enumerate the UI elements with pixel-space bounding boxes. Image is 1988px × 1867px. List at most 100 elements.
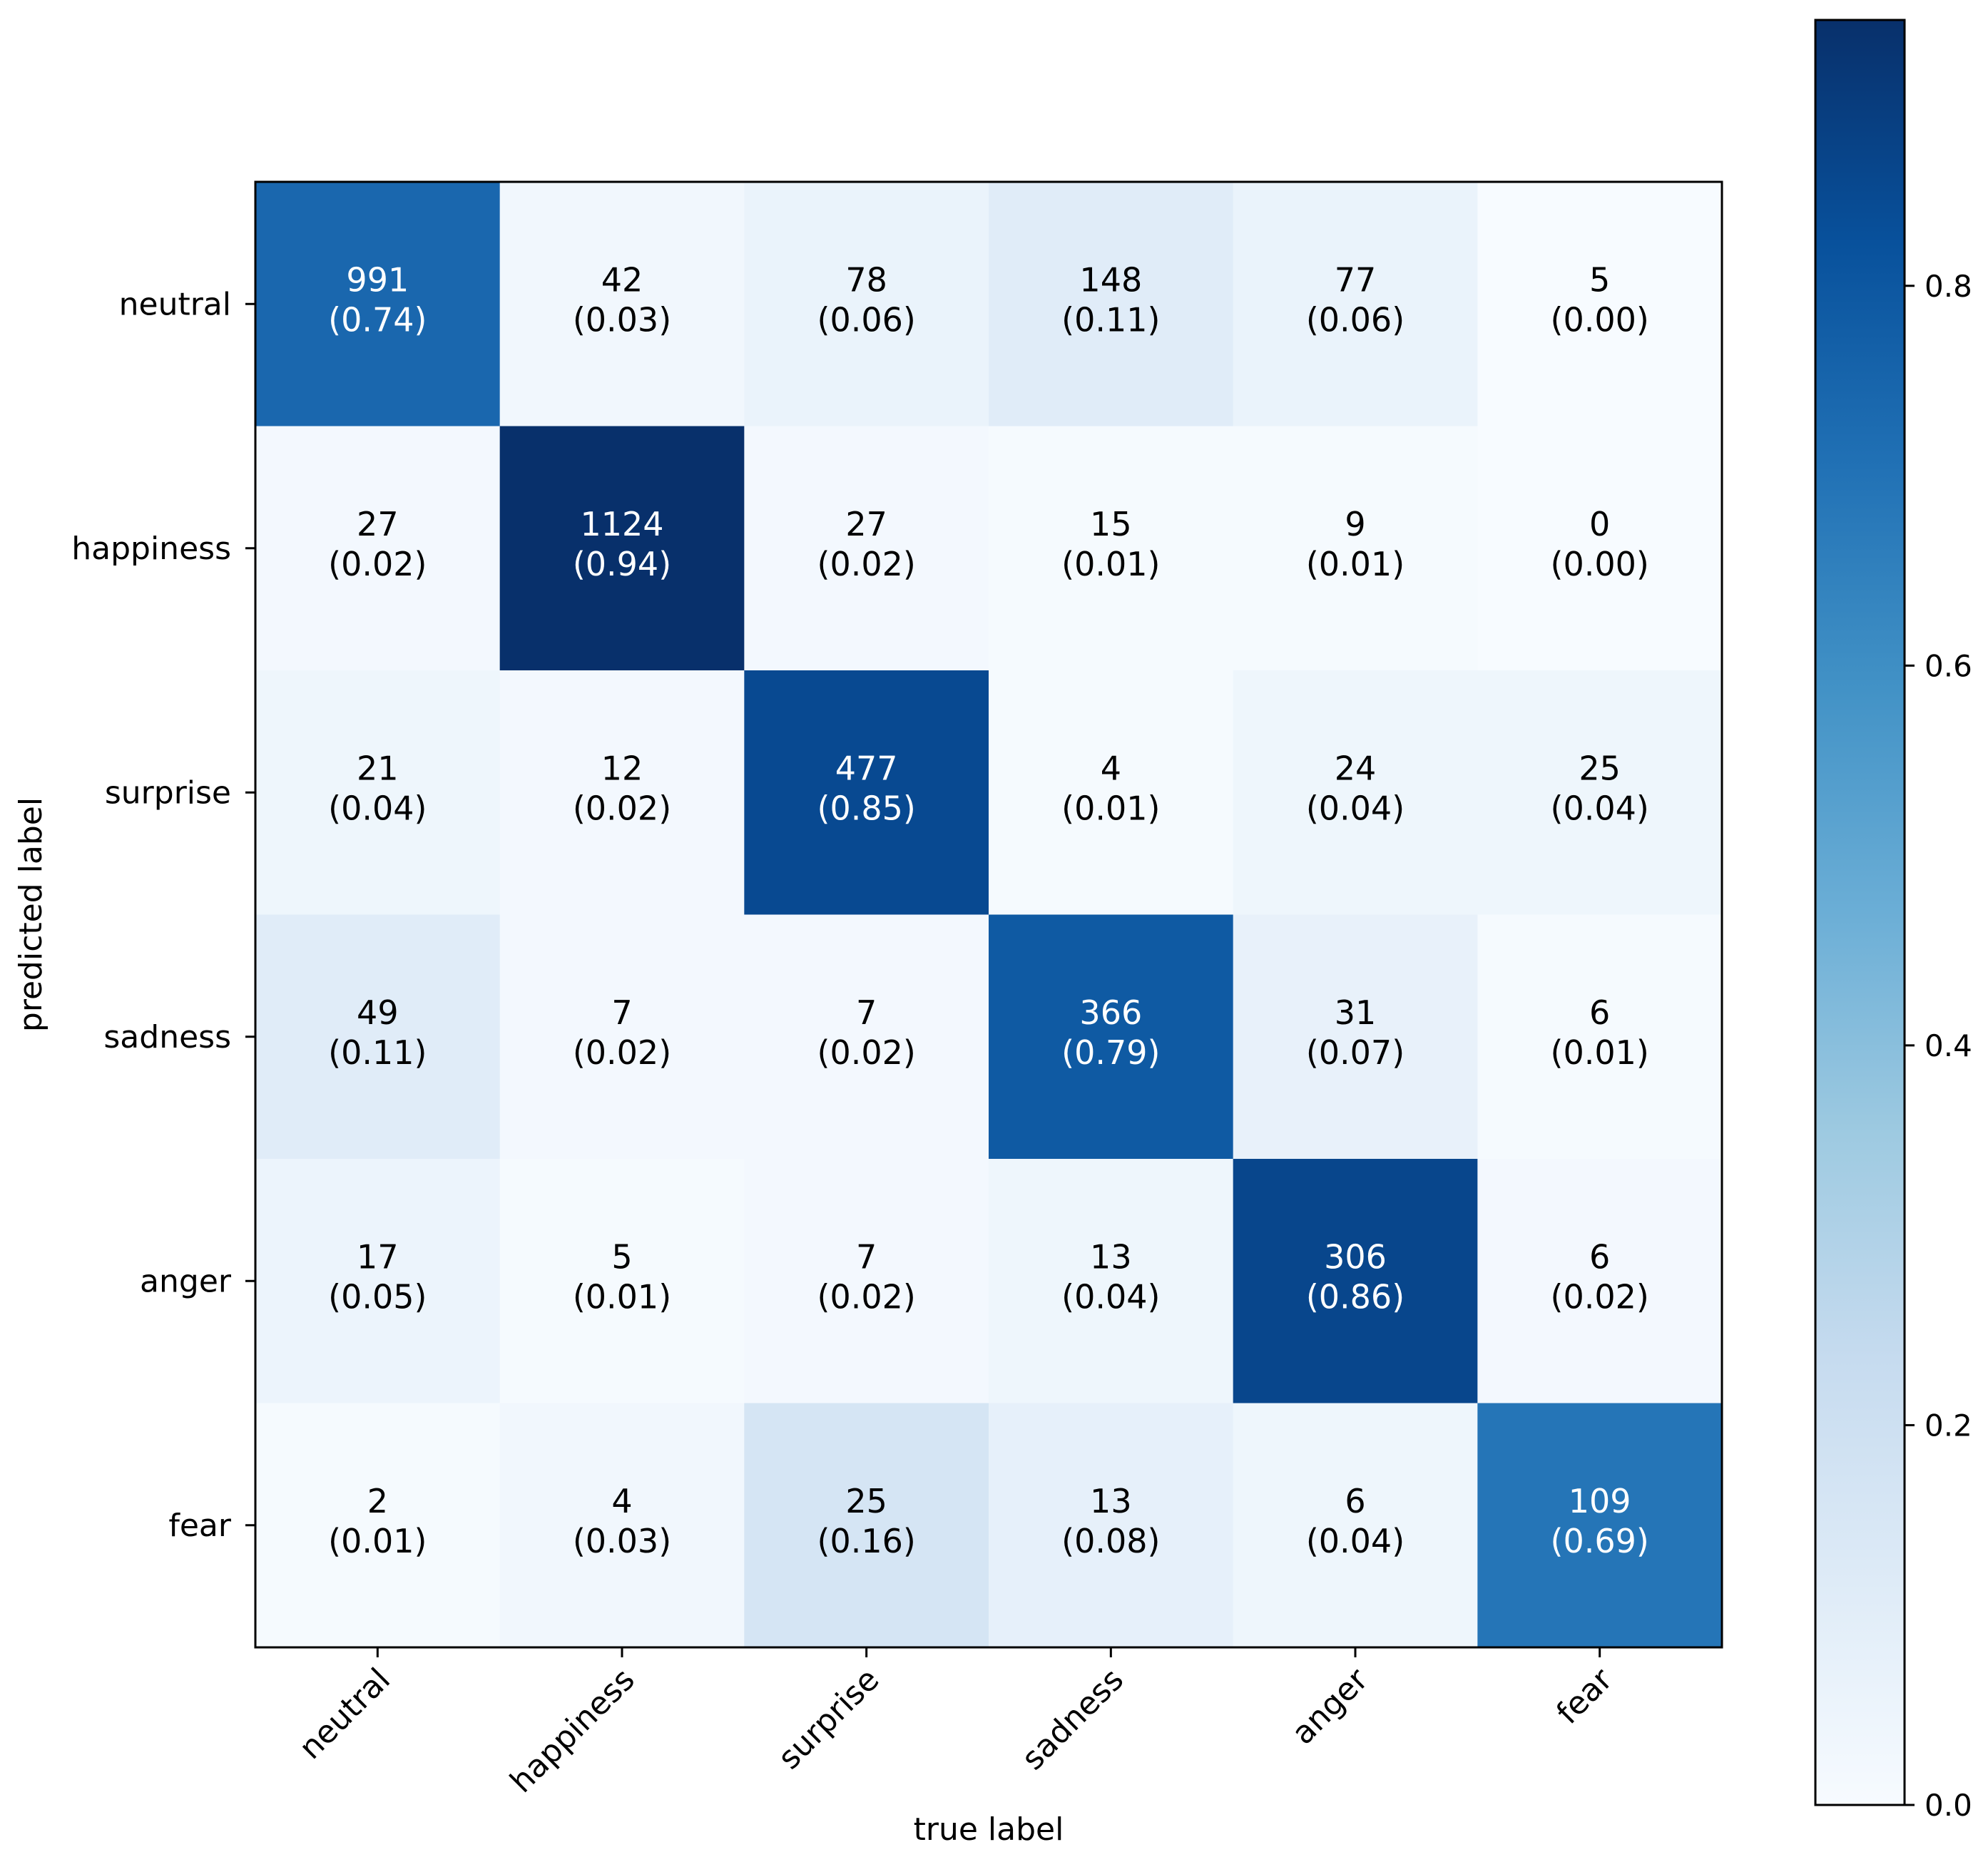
colorbar-tick-label: 0.0: [1925, 1788, 1972, 1823]
heatmap-cells: [255, 182, 1723, 1648]
cell-normalized-label: (0.02): [573, 789, 671, 827]
cell-count-label: 17: [357, 1237, 399, 1276]
heatmap-cell-surprise-surprise: [744, 670, 989, 916]
cell-count-label: 77: [1335, 260, 1377, 299]
cell-normalized-label: (0.06): [817, 300, 916, 339]
cell-count-label: 15: [1090, 505, 1132, 543]
cell-count-label: 4: [611, 1482, 632, 1520]
heatmap-cell-surprise-neutral: [255, 670, 501, 916]
cell-normalized-label: (0.03): [573, 1522, 671, 1560]
colorbar-tick-label: 0.6: [1925, 648, 1972, 683]
cell-count-label: 13: [1090, 1482, 1132, 1520]
cell-normalized-label: (0.01): [573, 1277, 671, 1316]
heatmap-cell-happiness-anger: [1233, 426, 1478, 671]
colorbar-ticks: 0.0 0.2 0.4 0.6 0.8: [1905, 269, 1972, 1823]
heatmap-cell-anger-fear: [1477, 1159, 1723, 1404]
cell-count-label: 24: [1335, 749, 1377, 787]
colorbar-tick-label: 0.8: [1925, 269, 1972, 304]
cell-normalized-label: (0.01): [1061, 789, 1160, 827]
cell-count-label: 1124: [580, 505, 663, 543]
heatmap-cell-happiness-neutral: [255, 426, 501, 671]
y-tick-label-neutral: neutral: [119, 286, 231, 322]
cell-count-label: 78: [845, 260, 887, 299]
cell-normalized-label: (0.01): [1306, 545, 1405, 583]
cell-normalized-label: (0.79): [1061, 1033, 1160, 1072]
cell-count-label: 9: [1345, 505, 1365, 543]
cell-count-label: 7: [856, 1237, 877, 1276]
heatmap-cell-fear-anger: [1233, 1403, 1478, 1648]
cell-normalized-label: (0.07): [1306, 1033, 1405, 1072]
cell-normalized-label: (0.04): [1306, 789, 1405, 827]
y-tick-label-surprise: surprise: [105, 774, 231, 811]
heatmap-cell-happiness-surprise: [744, 426, 989, 671]
cell-normalized-label: (0.02): [817, 1033, 916, 1072]
heatmap-cell-surprise-fear: [1477, 670, 1723, 916]
heatmap-cell-surprise-sadness: [989, 670, 1234, 916]
cell-count-label: 12: [601, 749, 643, 787]
cell-count-label: 25: [845, 1482, 887, 1520]
cell-normalized-label: (0.03): [573, 300, 671, 339]
heatmap-cell-neutral-neutral: [255, 182, 501, 427]
y-tick-label-happiness: happiness: [71, 531, 231, 567]
heatmap-cell-happiness-happiness: [499, 426, 745, 671]
x-tick-label-fear: fear: [1549, 1661, 1620, 1732]
cell-count-label: 5: [1589, 260, 1610, 299]
cell-normalized-label: (0.02): [817, 1277, 916, 1316]
cell-normalized-label: (0.02): [817, 545, 916, 583]
cell-normalized-label: (0.74): [328, 300, 427, 339]
cell-normalized-label: (0.04): [1306, 1522, 1405, 1560]
heatmap-cell-fear-sadness: [989, 1403, 1234, 1648]
y-tick-label-anger: anger: [140, 1263, 232, 1299]
y-axis-label: predicted label: [13, 797, 49, 1032]
cell-normalized-label: (0.01): [1551, 1033, 1649, 1072]
heatmap-cell-anger-sadness: [989, 1159, 1234, 1404]
cell-count-label: 148: [1079, 260, 1142, 299]
heatmap-cell-surprise-anger: [1233, 670, 1478, 916]
cell-normalized-label: (0.08): [1061, 1522, 1160, 1560]
colorbar-tick-label: 0.4: [1925, 1028, 1972, 1063]
cell-normalized-label: (0.06): [1306, 300, 1405, 339]
x-tick-label-happiness: happiness: [504, 1662, 642, 1800]
cell-count-label: 366: [1079, 993, 1142, 1032]
heatmap-cell-neutral-surprise: [744, 182, 989, 427]
heatmap-cell-neutral-happiness: [499, 182, 745, 427]
x-tick-label-surprise: surprise: [771, 1662, 886, 1776]
cell-count-label: 5: [611, 1237, 632, 1276]
colorbar: 0.0 0.2 0.4 0.6 0.8: [1814, 19, 1972, 1823]
cell-count-label: 0: [1589, 505, 1610, 543]
heatmap-cell-sadness-neutral: [255, 914, 501, 1160]
cell-normalized-label: (0.02): [1551, 1277, 1649, 1316]
heatmap-cell-neutral-fear: [1477, 182, 1723, 427]
y-tick-label-fear: fear: [168, 1508, 232, 1544]
heatmap-cell-sadness-anger: [1233, 914, 1478, 1160]
cell-count-label: 27: [845, 505, 887, 543]
cell-normalized-label: (0.01): [328, 1522, 427, 1560]
heatmap-cell-sadness-sadness: [989, 914, 1234, 1160]
cell-normalized-label: (0.04): [1551, 789, 1649, 827]
heatmap-cell-neutral-sadness: [989, 182, 1234, 427]
cell-normalized-label: (0.02): [573, 1033, 671, 1072]
cell-count-label: 4: [1101, 749, 1121, 787]
cell-count-label: 7: [856, 993, 877, 1032]
cell-normalized-label: (0.04): [328, 789, 427, 827]
heatmap-cell-fear-fear: [1477, 1403, 1723, 1648]
cell-normalized-label: (0.04): [1061, 1277, 1160, 1316]
cell-normalized-label: (0.69): [1551, 1522, 1649, 1560]
y-axis: neutral happiness surprise sadness anger fear: [71, 286, 255, 1544]
colorbar-tick-label: 0.2: [1925, 1408, 1972, 1443]
x-axis: neutral happiness surprise sadness anger fear: [292, 1647, 1620, 1800]
heatmap-cell-sadness-happiness: [499, 914, 745, 1160]
cell-count-label: 27: [357, 505, 399, 543]
heatmap-cell-anger-surprise: [744, 1159, 989, 1404]
heatmap-cell-sadness-surprise: [744, 914, 989, 1160]
heatmap-cell-happiness-sadness: [989, 426, 1234, 671]
cell-count-label: 42: [601, 260, 643, 299]
cell-normalized-label: (0.00): [1551, 545, 1649, 583]
cell-count-label: 21: [357, 749, 399, 787]
cell-count-label: 306: [1324, 1237, 1387, 1276]
cell-normalized-label: (0.11): [328, 1033, 427, 1072]
cell-count-label: 13: [1090, 1237, 1132, 1276]
cell-count-label: 109: [1569, 1482, 1631, 1520]
